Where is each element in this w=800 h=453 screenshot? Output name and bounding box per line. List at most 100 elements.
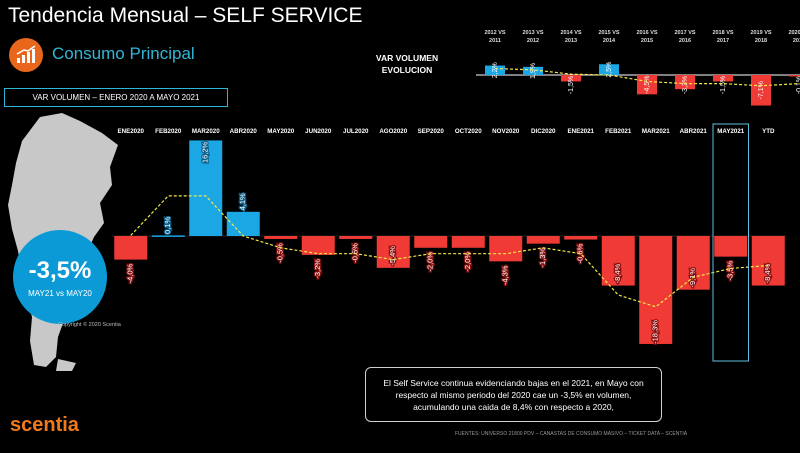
x-tick-label: MAR2021: [642, 128, 670, 135]
bar: [639, 236, 673, 344]
x-tick-label: DIC2020: [531, 128, 556, 135]
bar: [676, 236, 710, 290]
x-tick-label-year: 2013 VS: [522, 30, 543, 36]
data-label: -1,3%: [538, 248, 547, 268]
x-tick-label: YTD: [762, 128, 775, 135]
bar: [713, 75, 733, 82]
bar: [114, 236, 148, 260]
x-tick-label-year: 2020 VS: [788, 30, 800, 36]
data-label: 0,1%: [163, 217, 172, 234]
x-tick-label-year: 2014 VS: [560, 30, 581, 36]
bar: [561, 75, 581, 82]
x-tick-label: MAR2020: [192, 128, 220, 135]
trend-line: [130, 195, 769, 308]
data-label: -8,4%: [763, 263, 772, 283]
data-label: 16,2%: [201, 141, 210, 163]
data-label: -4,0%: [126, 263, 135, 283]
x-tick-label-base: 2017: [717, 38, 729, 44]
data-label: -8,4%: [613, 263, 622, 283]
x-tick-label-year: 2018 VS: [712, 30, 733, 36]
data-label: -18,3%: [651, 320, 660, 344]
trend-up-icon: [16, 45, 36, 63]
data-label: -5,4%: [388, 246, 397, 266]
sources-note: FUENTES: UNIVERSO 21800 PDV – CANASTAS D…: [455, 431, 688, 437]
bar: [301, 236, 335, 255]
x-tick-label: ENE2021: [568, 128, 595, 135]
data-label: -3,2%: [313, 259, 322, 279]
x-tick-label-year: 2012 VS: [484, 30, 505, 36]
data-label: -2,0%: [426, 252, 435, 272]
trend-line: [494, 67, 800, 87]
bar: [485, 65, 505, 75]
data-label: 4,1%: [238, 193, 247, 210]
bar: [523, 66, 543, 75]
x-tick-label-base: 2011: [489, 38, 501, 44]
headline-label: MAY21 vs MAY20: [28, 288, 92, 298]
data-label: -3,5%: [726, 261, 735, 281]
x-tick-label-base: 2013: [565, 38, 577, 44]
x-tick-label-base: 2015: [641, 38, 653, 44]
bar: [601, 236, 635, 286]
period-label: VAR VOLUMEN – ENERO 2020 A MAYO 2021: [4, 88, 228, 107]
data-label: -4,3%: [501, 265, 510, 285]
bar: [637, 75, 657, 95]
x-tick-label-year: 2016 VS: [636, 30, 657, 36]
data-label: -2,0%: [463, 252, 472, 272]
x-tick-label: NOV2020: [492, 128, 520, 135]
headline-value: -3,5%: [28, 256, 92, 284]
data-label: -1,5%: [568, 76, 575, 94]
bar: [414, 236, 448, 248]
x-tick-label: OCT2020: [455, 128, 482, 135]
x-tick-label: FEB2021: [605, 128, 632, 135]
x-tick-label-year: 2019 VS: [750, 30, 771, 36]
x-tick-label-base: 2016: [679, 38, 691, 44]
bar: [751, 236, 785, 286]
highlight-frame: [712, 123, 749, 362]
x-tick-label: ABR2021: [680, 128, 708, 135]
var-volumen-label: VAR VOLUMEN EVOLUCION: [375, 53, 439, 75]
x-tick-label-year: 2017 VS: [674, 30, 695, 36]
x-tick-label: MAY2021: [717, 128, 745, 135]
logo: [9, 38, 43, 72]
x-tick-label: JUL2020: [343, 128, 369, 135]
data-label: -0,5%: [276, 243, 285, 263]
headline-badge: -3,5% MAY21 vs MAY20: [13, 230, 107, 324]
bar: [451, 236, 485, 248]
bar: [489, 236, 523, 262]
copyright: Copyright © 2020 Scentia: [58, 322, 121, 328]
bar: [151, 235, 185, 237]
bar: [789, 75, 800, 77]
bar: [599, 64, 619, 75]
data-label: 1,9%: [530, 63, 537, 79]
x-tick-label: ENE2020: [118, 128, 145, 135]
x-tick-label: AGO2020: [379, 128, 407, 135]
data-label: -7,1%: [758, 81, 765, 99]
x-tick-label: JUN2020: [305, 128, 332, 135]
data-label: 2,2%: [492, 62, 499, 78]
bar: [376, 236, 410, 268]
x-tick-label: SEP2020: [418, 128, 445, 135]
brand-logo: scentia: [10, 414, 79, 436]
x-tick-label-base: 2018: [755, 38, 767, 44]
x-tick-label-base: 2014: [603, 38, 616, 44]
x-tick-label-base: 2012: [527, 38, 539, 44]
bar: [714, 236, 748, 257]
x-tick-label: ABR2020: [230, 128, 258, 135]
data-label: -0,1%: [796, 76, 800, 94]
x-tick-label-base: 2019: [793, 38, 800, 44]
bar: [675, 75, 695, 90]
bar: [751, 75, 771, 106]
bar: [189, 140, 223, 236]
data-label: -4,5%: [644, 76, 651, 94]
bar: [526, 236, 560, 244]
x-tick-label: FEB2020: [155, 128, 182, 135]
subtitle: Consumo Principal: [52, 44, 195, 63]
commentary-box: El Self Service continua evidenciando ba…: [365, 367, 662, 422]
bar: [264, 236, 298, 239]
x-tick-label: MAY2020: [267, 128, 295, 135]
bar: [564, 236, 598, 240]
data-label: -1,5%: [720, 76, 727, 94]
data-label: 2,5%: [606, 62, 613, 78]
